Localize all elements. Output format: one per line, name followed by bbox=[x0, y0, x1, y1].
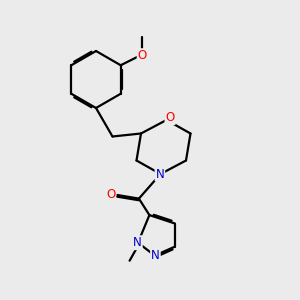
Text: N: N bbox=[151, 249, 160, 262]
Text: N: N bbox=[155, 167, 164, 181]
Text: O: O bbox=[166, 111, 175, 124]
Text: O: O bbox=[106, 188, 115, 202]
Text: O: O bbox=[138, 49, 147, 62]
Text: N: N bbox=[133, 236, 142, 249]
